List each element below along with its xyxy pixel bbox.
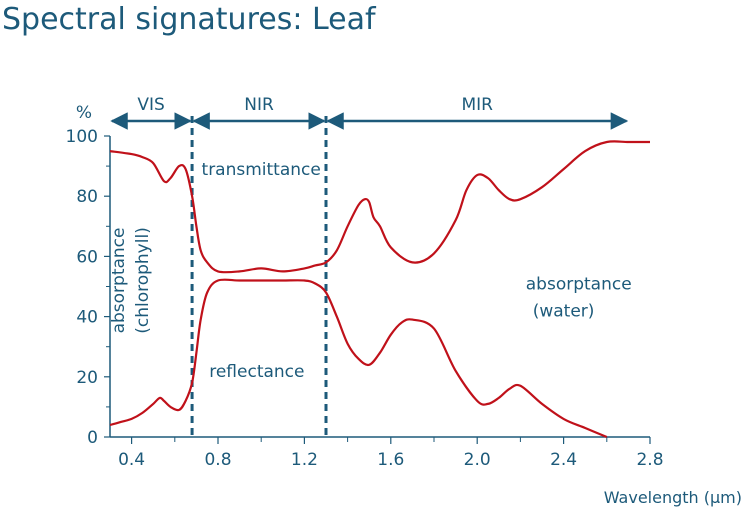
x-tick-label: 1.6 xyxy=(377,450,404,470)
y-tick-label: 100 xyxy=(66,127,98,147)
region-label: NIR xyxy=(244,95,274,115)
x-tick-label: 0.4 xyxy=(118,450,145,470)
y-tick-label: 0 xyxy=(87,428,98,448)
x-tick-label: 2.0 xyxy=(464,450,491,470)
axes: 0 20 40 60 80 100 0.4 0.8 1.2 1.6 2.0 2.4 2.8% Wavele… xyxy=(66,103,742,507)
series-group xyxy=(109,140,650,439)
x-tick-label: 2.4 xyxy=(550,450,577,470)
annotation-label: absorptance xyxy=(526,275,632,295)
region-bands: VIS NIR MIR xyxy=(110,95,629,437)
annotation-label: transmittance xyxy=(202,160,321,180)
annotation-label-line2: (water) xyxy=(533,302,595,322)
y-tick-label: 20 xyxy=(76,368,98,388)
x-tick-label: 1.2 xyxy=(291,450,318,470)
page-title: Spectral signatures: Leaf xyxy=(2,2,376,37)
region-label: VIS xyxy=(137,95,164,115)
annotation-group: absorptance (chlorophyll) xyxy=(109,227,153,334)
x-tick-label: 2.8 xyxy=(636,450,663,470)
y-tick-label: 80 xyxy=(76,187,98,207)
y-axis-label: % xyxy=(76,103,92,123)
y-tick-label: 40 xyxy=(76,308,98,328)
region-label: MIR xyxy=(461,95,493,115)
x-tick-label: 0.8 xyxy=(204,450,231,470)
annotation-label-line2: (chlorophyll) xyxy=(133,227,153,334)
series-line-2 xyxy=(109,278,608,439)
annotation-label: absorptance xyxy=(109,228,129,334)
series-line-1 xyxy=(109,140,650,274)
annotation-label: reflectance xyxy=(209,362,304,382)
x-axis-label: Wavelength (µm) xyxy=(604,488,742,507)
y-tick-label: 60 xyxy=(76,247,98,267)
